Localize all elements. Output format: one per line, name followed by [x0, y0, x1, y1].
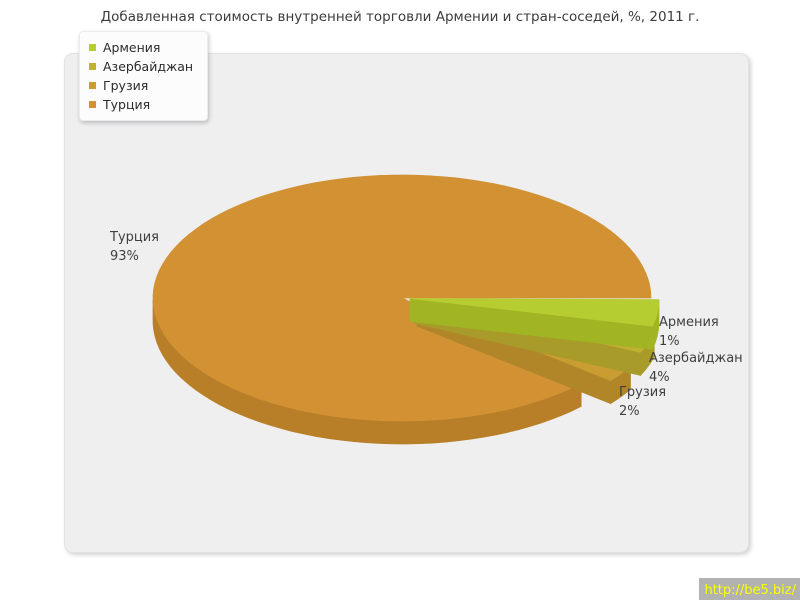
legend-label-azerbaijan: Азербайджан [103, 59, 194, 74]
legend-swatch-georgia [89, 82, 96, 89]
pie-label-armenia: Армения 1% [659, 313, 719, 351]
pie-label-georgia: Грузия 2% [619, 383, 666, 421]
pie-label-name-turkey: Турция [110, 230, 160, 245]
pie-label-value-armenia: 1% [659, 334, 680, 349]
legend-label-armenia: Армения [103, 40, 161, 55]
legend-swatch-armenia [89, 44, 96, 51]
pie-label-azerbaijan: Азербайджан 4% [649, 349, 743, 387]
legend: Армения Азербайджан Грузия Турция [79, 31, 209, 121]
legend-item-turkey[interactable]: Турция [89, 95, 193, 114]
chart-title: Добавленная стоимость внутренней торговл… [100, 9, 700, 25]
legend-item-georgia[interactable]: Грузия [89, 76, 193, 95]
pie-label-name-azerbaijan: Азербайджан [649, 351, 743, 366]
pie-label-name-armenia: Армения [659, 315, 719, 330]
pie-chart [152, 174, 660, 445]
watermark-link[interactable]: http://be5.biz/ [704, 583, 796, 598]
legend-label-georgia: Грузия [103, 78, 149, 93]
pie-label-turkey: Турция 93% [110, 228, 159, 266]
watermark: http://be5.biz/ [699, 578, 800, 600]
pie-label-value-georgia: 2% [619, 404, 640, 419]
pie-label-value-azerbaijan: 4% [649, 370, 670, 385]
pie-slice-armenia[interactable] [409, 298, 660, 350]
slice-top-armenia [409, 298, 660, 327]
legend-item-azerbaijan[interactable]: Азербайджан [89, 57, 193, 76]
pie-label-name-georgia: Грузия [619, 385, 667, 400]
chart-panel [64, 53, 749, 553]
legend-swatch-azerbaijan [89, 63, 96, 70]
legend-label-turkey: Турция [103, 97, 151, 112]
legend-item-armenia[interactable]: Армения [89, 38, 193, 57]
pie-label-value-turkey: 93% [110, 249, 139, 264]
legend-swatch-turkey [89, 101, 96, 108]
